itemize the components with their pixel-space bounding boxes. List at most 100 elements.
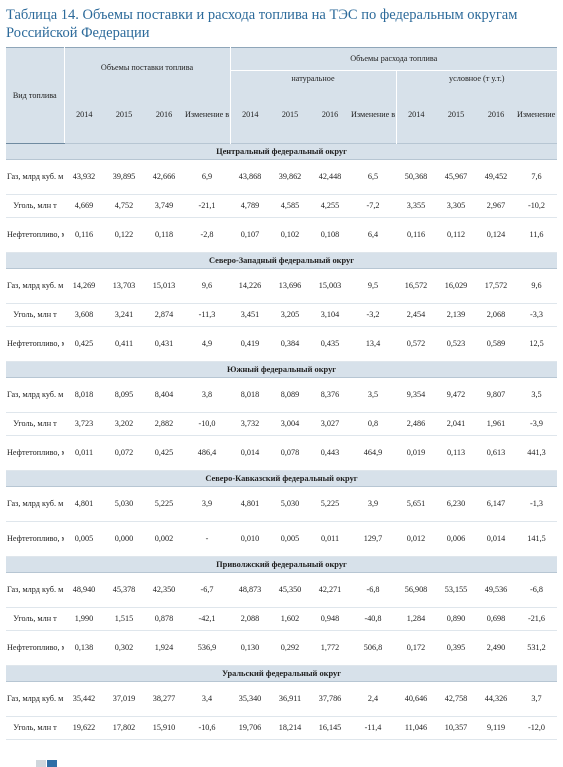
value-cell: 9,6 [516,268,558,304]
value-cell: 2,454 [396,303,436,327]
table-row: Нефтетопливо, млн т0,1380,3021,924536,90… [6,630,558,666]
footer-square-grey [36,760,46,767]
value-cell: 3,4 [184,681,230,717]
value-cell: 3,8 [184,377,230,413]
value-cell: 0,014 [230,435,270,471]
table-body: Центральный федеральный округ Газ, млрд к… [6,143,558,740]
table-row: Газ, млрд куб. м 35,442 37,019 38,277 3,4 35,… [6,681,558,717]
value-cell: 0,005 [270,521,310,557]
value-cell: 5,030 [104,486,144,522]
value-cell: 49,536 [476,572,516,608]
value-cell: 37,019 [104,681,144,717]
value-cell: 3,9 [184,486,230,522]
value-cell: 3,205 [270,303,310,327]
table-row: Уголь, млн т 19,622 17,802 15,910 -10,6 19,70… [6,716,558,740]
value-cell: 2,882 [144,412,184,436]
fuel-table: Вид топлива Объемы поставки топлива Объе… [6,47,558,740]
value-cell: 2,486 [396,412,436,436]
table-row: Газ, млрд куб. м 14,269 13,703 15,013 9,6 14,… [6,268,558,304]
value-cell: -42,1 [184,607,230,631]
value-cell: 2,874 [144,303,184,327]
value-cell: 486,4 [184,435,230,471]
value-cell: 0,172 [396,630,436,666]
row-label: Уголь, млн т [6,607,64,631]
value-cell: 0,419 [230,326,270,362]
value-cell: 0,078 [270,435,310,471]
value-cell: 36,911 [270,681,310,717]
value-cell: 3,7 [516,681,558,717]
value-cell: 0,124 [476,217,516,253]
value-cell: 9,119 [476,716,516,740]
section-title: Уральский федеральный округ [6,665,558,682]
value-cell: 45,350 [270,572,310,608]
table-row: Уголь, млн т 3,723 3,202 2,882 -10,0 3,732 3,0… [6,412,558,436]
value-cell: 464,9 [350,435,396,471]
header-year: 2014 [395,86,436,144]
value-cell: -10,2 [516,194,558,218]
value-cell: 3,5 [516,377,558,413]
value-cell: 0,118 [144,217,184,253]
value-cell: -2,8 [184,217,230,253]
row-label: Нефтетопливо, млн т [6,435,64,471]
value-cell: 0,948 [310,607,350,631]
value-cell: 9,6 [184,268,230,304]
header-year: 2015 [447,110,465,119]
value-cell: 50,368 [396,159,436,195]
value-cell: 3,104 [310,303,350,327]
value-cell: 3,732 [230,412,270,436]
value-cell: -6,8 [516,572,558,608]
value-cell: 7,6 [516,159,558,195]
value-cell: -10,0 [184,412,230,436]
value-cell: 0,002 [144,521,184,557]
table-row: Газ, млрд куб. м 43,932 39,895 42,666 6,9 43,… [6,159,558,195]
header-year: 2014 [63,86,104,144]
value-cell: 3,9 [350,486,396,522]
value-cell: 0,443 [310,435,350,471]
value-cell: 49,452 [476,159,516,195]
value-cell: 45,378 [104,572,144,608]
value-cell: 141,5 [516,521,558,557]
value-cell: 0,116 [64,217,104,253]
value-cell: 10,357 [436,716,476,740]
table-row: Нефтетопливо, млн т0,0110,0720,425486,40… [6,435,558,471]
value-cell: -10,6 [184,716,230,740]
value-cell: 4,789 [230,194,270,218]
table-row: Газ, млрд куб. м 4,801 5,030 5,225 3,9 4,801 5… [6,486,558,522]
value-cell: 17,802 [104,716,144,740]
value-cell: 2,139 [436,303,476,327]
section-header: Южный федеральный округ [6,361,558,378]
row-label: Нефтетопливо, млн т [6,217,64,253]
value-cell: 441,3 [516,435,558,471]
value-cell: 48,873 [230,572,270,608]
value-cell: 0,072 [104,435,144,471]
value-cell: -40,8 [350,607,396,631]
value-cell: 5,225 [144,486,184,522]
section-header: Северо-Западный федеральный округ [6,252,558,269]
value-cell: 4,752 [104,194,144,218]
value-cell: 13,703 [104,268,144,304]
value-cell: 0,425 [64,326,104,362]
value-cell: 35,340 [230,681,270,717]
value-cell: 8,376 [310,377,350,413]
value-cell: 15,003 [310,268,350,304]
value-cell: 129,7 [350,521,396,557]
value-cell: 0,698 [476,607,516,631]
value-cell: 16,572 [396,268,436,304]
row-label: Газ, млрд куб. м [6,268,64,304]
value-cell: 0,010 [230,521,270,557]
value-cell: -7,2 [350,194,396,218]
value-cell: 6,9 [184,159,230,195]
value-cell: 6,5 [350,159,396,195]
value-cell: 1,924 [144,630,184,666]
value-cell: 2,490 [476,630,516,666]
section-title: Северо-Западный федеральный округ [6,252,558,269]
value-cell: 0,523 [436,326,476,362]
value-cell: -12,0 [516,716,558,740]
value-cell: 0,112 [436,217,476,253]
value-cell: 0,113 [436,435,476,471]
value-cell: 2,967 [476,194,516,218]
value-cell: 5,651 [396,486,436,522]
value-cell: 8,089 [270,377,310,413]
value-cell: 5,225 [310,486,350,522]
value-cell: 1,990 [64,607,104,631]
